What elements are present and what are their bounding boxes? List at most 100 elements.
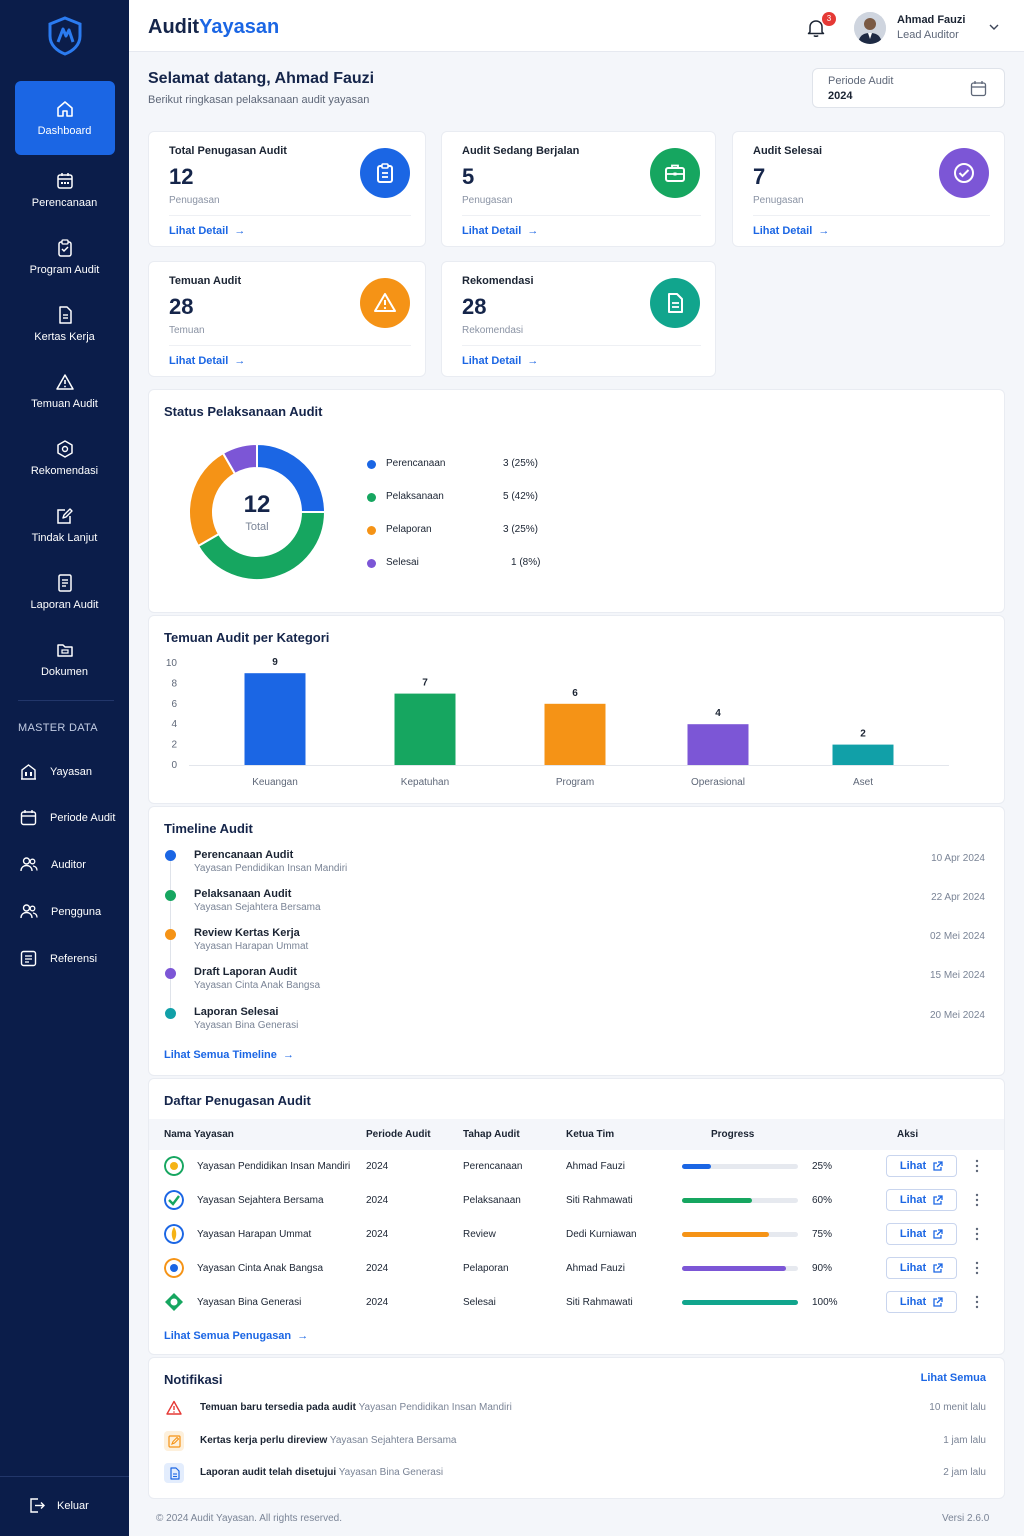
notification-title: Temuan baru tersedia pada audit [200,1402,356,1413]
yayasan-logo-icon [164,1156,184,1176]
more-vertical-icon[interactable] [975,1295,979,1309]
progress-fill [682,1232,769,1237]
bar-value-label: 4 [715,708,721,719]
yayasan-name: Yayasan Harapan Ummat [197,1229,312,1240]
stat-title: Rekomendasi [462,275,534,287]
edit-icon [56,508,73,524]
sidebar-item-label: Rekomendasi [30,465,99,477]
periode: 2024 [366,1263,389,1274]
sidebar-item-yayasan[interactable]: Yayasan [20,763,92,780]
users-icon [20,904,38,919]
lihat-semua-notifikasi-link[interactable]: Lihat Semua [920,1372,986,1384]
briefcase-icon [650,148,700,198]
notification-text: Laporan audit telah disetujui Yayasan Bi… [200,1467,443,1478]
temuan-bar-chart: 0 2 4 6 8 10 9 Keuangan 7 Kepatuhan 6 Program 4 Opera… [166,657,949,788]
sidebar-item-dokumen[interactable]: Dokumen [0,641,129,678]
yayasan-name: Yayasan Cinta Anak Bangsa [197,1263,324,1274]
sidebar-item-periode-audit[interactable]: Periode Audit [20,809,115,826]
timeline-dot [165,1008,176,1019]
page-subtitle: Berikut ringkasan pelaksanaan audit yaya… [148,94,370,106]
progress-label: 75% [812,1229,833,1240]
sidebar-item-pengguna[interactable]: Pengguna [20,903,101,920]
sidebar-item-label: Laporan Audit [30,599,99,611]
building-icon [21,764,36,780]
progress-fill [682,1198,752,1203]
notification-sub: Yayasan Pendidikan Insan Mandiri [358,1402,512,1413]
avatar[interactable] [854,12,886,44]
sidebar-item-dashboard[interactable]: Dashboard [0,100,129,137]
sidebar-item-label: Pengguna [51,905,102,918]
yayasan-name: Yayasan Bina Generasi [197,1297,302,1308]
x-tick-label: Operasional [691,777,745,788]
sidebar-item-label: Yayasan [50,765,92,778]
sidebar-item-temuan-audit[interactable]: Temuan Audit [0,373,129,410]
lihat-detail-link[interactable]: Lihat Detail → [753,225,830,237]
sidebar-item-label: Referensi [50,952,98,965]
timeline-item-date: 15 Mei 2024 [929,970,985,981]
lihat-detail-link[interactable]: Lihat Detail → [462,355,539,367]
lihat-semua-timeline-link[interactable]: Lihat Semua Timeline → [164,1049,295,1061]
stat-card-audit-berjalan: Audit Sedang Berjalan 5 Penugasan Lihat … [441,131,716,247]
column-header: Nama Yayasan [164,1129,234,1140]
external-link-icon [933,1194,943,1205]
notification-title: Kertas kerja perlu direview [200,1435,328,1446]
badge-icon [56,440,73,458]
donut-center-value: 12 [243,491,271,518]
progress-label: 90% [812,1263,833,1274]
stat-value: 12 [169,164,194,189]
period-selector[interactable]: Periode Audit 2024 [812,68,1005,108]
lihat-detail-link[interactable]: Lihat Detail → [462,225,539,237]
bell-icon[interactable] [806,18,826,38]
timeline-item-sub: Yayasan Pendidikan Insan Mandiri [194,863,348,874]
stat-title: Total Penugasan Audit [169,145,287,157]
timeline-item-date: 10 Apr 2024 [931,853,985,864]
lihat-detail-link[interactable]: Lihat Detail → [169,355,246,367]
donut-slice-selesai [221,442,259,476]
bar-value-label: 6 [572,688,578,699]
sidebar-item-label: Auditor [51,858,86,871]
timeline-dot [165,850,176,861]
sidebar-item-kertas-kerja[interactable]: Kertas Kerja [0,306,129,343]
legend-dot [367,493,376,502]
notification-time: 1 jam lalu [943,1435,986,1446]
more-vertical-icon[interactable] [975,1193,979,1207]
card-divider [169,215,411,216]
sidebar-item-referensi[interactable]: Referensi [20,950,97,967]
stat-title: Audit Selesai [753,145,823,157]
lihat-button[interactable]: Lihat [886,1257,957,1279]
yayasan-logo-icon [165,1293,183,1311]
x-tick-label: Keuangan [252,777,298,788]
more-vertical-icon[interactable] [975,1227,979,1241]
link-label: Lihat Semua Timeline [164,1049,277,1061]
lihat-button[interactable]: Lihat [886,1291,957,1313]
y-tick-label: 4 [171,719,177,730]
sidebar-item-auditor[interactable]: Auditor [20,856,86,873]
calendar-icon [56,173,73,189]
chevron-down-icon[interactable] [989,24,999,30]
sidebar-item-tindak-lanjut[interactable]: Tindak Lanjut [0,507,129,544]
clipboard-icon [360,148,410,198]
lihat-semua-penugasan-link[interactable]: Lihat Semua Penugasan → [164,1330,309,1342]
notification-text: Kertas kerja perlu direview Yayasan Seja… [200,1435,456,1446]
sidebar-item-rekomendasi[interactable]: Rekomendasi [0,440,129,477]
donut-slice-pelaksanaan [196,511,327,581]
report-icon [57,574,72,592]
lihat-detail-link[interactable]: Lihat Detail → [169,225,246,237]
more-vertical-icon[interactable] [975,1261,979,1275]
app-brand[interactable]: AuditYayasan [148,16,279,39]
notification-time: 10 menit lalu [929,1402,986,1413]
sidebar-item-laporan-audit[interactable]: Laporan Audit [0,574,129,611]
timeline-item-sub: Yayasan Cinta Anak Bangsa [194,980,321,991]
lihat-button[interactable]: Lihat [886,1155,957,1177]
sidebar-item-program-audit[interactable]: Program Audit [0,239,129,276]
lihat-button[interactable]: Lihat [886,1189,957,1211]
stat-unit: Temuan [169,325,205,336]
sidebar-item-perencanaan[interactable]: Perencanaan [0,172,129,209]
y-tick-label: 6 [171,699,177,710]
progress-fill [682,1300,798,1305]
logout-button[interactable]: Keluar [28,1497,89,1514]
lihat-button[interactable]: Lihat [886,1223,957,1245]
legend-value: 1 (8%) [511,557,541,568]
more-vertical-icon[interactable] [975,1159,979,1173]
master-data-heading: MASTER DATA [18,722,98,734]
